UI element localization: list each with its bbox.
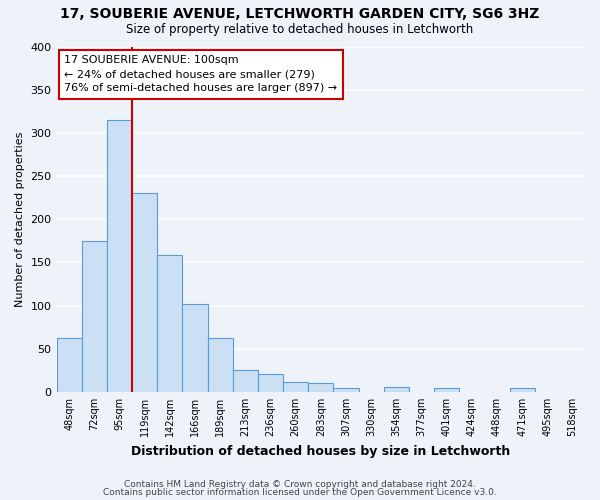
Bar bbox=[182, 304, 208, 392]
Bar bbox=[434, 388, 459, 392]
X-axis label: Distribution of detached houses by size in Letchworth: Distribution of detached houses by size … bbox=[131, 444, 511, 458]
Y-axis label: Number of detached properties: Number of detached properties bbox=[15, 132, 25, 307]
Bar bbox=[157, 256, 182, 392]
Text: Contains public sector information licensed under the Open Government Licence v3: Contains public sector information licen… bbox=[103, 488, 497, 497]
Text: Size of property relative to detached houses in Letchworth: Size of property relative to detached ho… bbox=[127, 22, 473, 36]
Bar bbox=[283, 382, 308, 392]
Text: Contains HM Land Registry data © Crown copyright and database right 2024.: Contains HM Land Registry data © Crown c… bbox=[124, 480, 476, 489]
Bar bbox=[233, 370, 258, 392]
Bar bbox=[334, 388, 359, 392]
Bar bbox=[383, 386, 409, 392]
Bar bbox=[308, 384, 334, 392]
Bar bbox=[132, 194, 157, 392]
Bar bbox=[56, 338, 82, 392]
Text: 17 SOUBERIE AVENUE: 100sqm
← 24% of detached houses are smaller (279)
76% of sem: 17 SOUBERIE AVENUE: 100sqm ← 24% of deta… bbox=[64, 55, 338, 93]
Text: 17, SOUBERIE AVENUE, LETCHWORTH GARDEN CITY, SG6 3HZ: 17, SOUBERIE AVENUE, LETCHWORTH GARDEN C… bbox=[61, 8, 539, 22]
Bar bbox=[509, 388, 535, 392]
Bar bbox=[258, 374, 283, 392]
Bar bbox=[82, 241, 107, 392]
Bar bbox=[208, 338, 233, 392]
Bar bbox=[107, 120, 132, 392]
